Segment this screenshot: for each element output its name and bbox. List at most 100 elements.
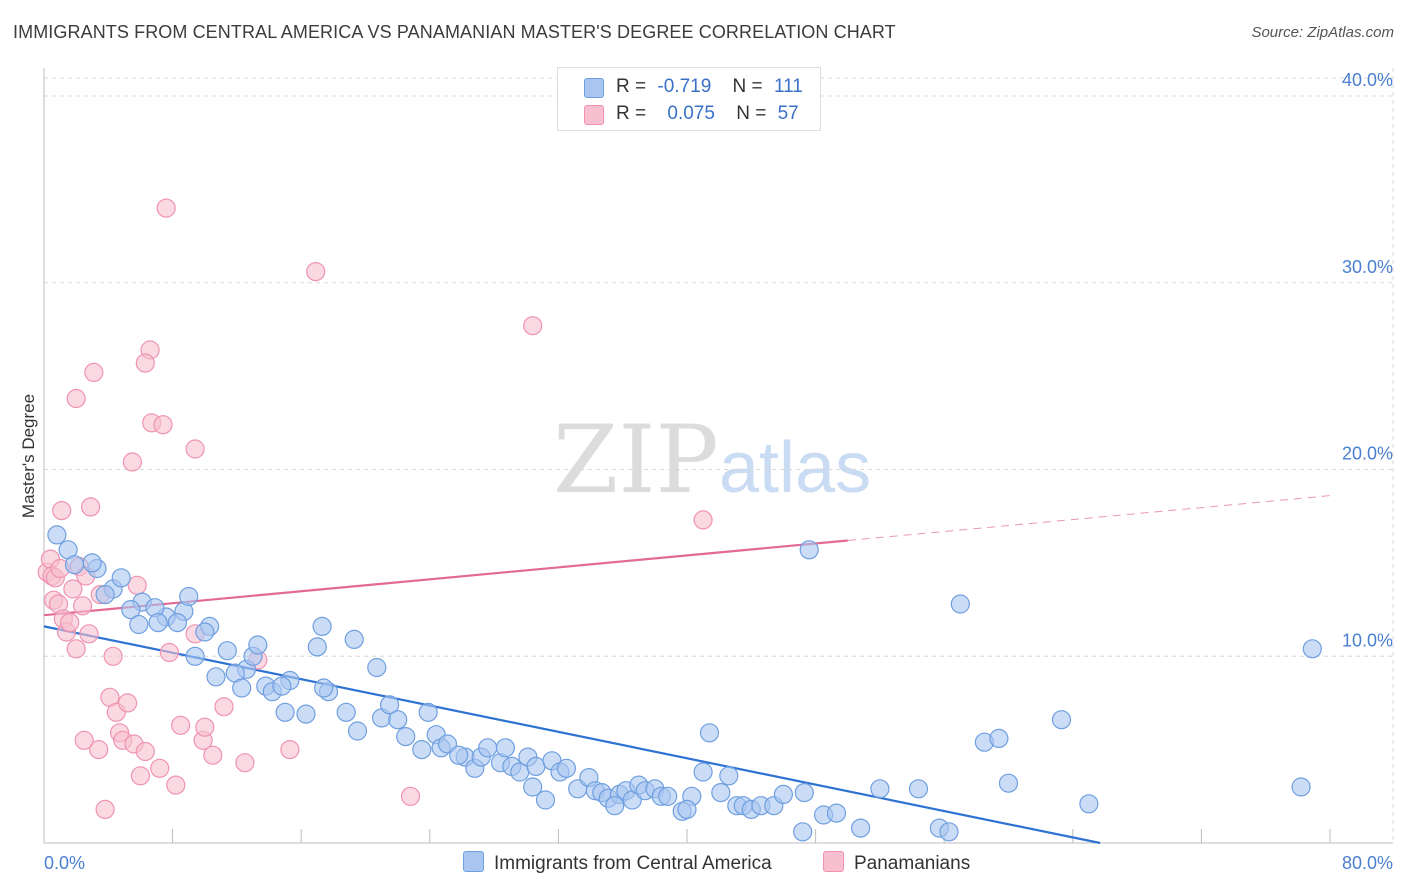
point-pink bbox=[117, 693, 138, 713]
point-blue bbox=[396, 726, 416, 747]
point-blue bbox=[314, 678, 334, 698]
point-blue bbox=[1302, 639, 1322, 659]
legend-n-label: N = bbox=[736, 103, 767, 124]
point-blue bbox=[272, 676, 292, 696]
blue-legend-swatch bbox=[463, 851, 484, 872]
point-blue bbox=[526, 756, 546, 777]
data-points bbox=[37, 198, 1322, 842]
point-blue bbox=[535, 790, 556, 810]
point-pink bbox=[156, 198, 176, 218]
point-blue bbox=[794, 782, 814, 803]
point-pink bbox=[84, 362, 104, 382]
point-pink bbox=[89, 739, 109, 760]
pink-swatch bbox=[584, 105, 604, 125]
point-blue bbox=[677, 799, 697, 820]
tick-labels: 10.0% 20.0% 30.0% 40.0% 0.0% 80.0% bbox=[44, 70, 1393, 873]
point-pink bbox=[159, 642, 179, 663]
series-legend-pink: Panamanians bbox=[823, 851, 970, 875]
point-pink bbox=[203, 745, 223, 765]
point-blue bbox=[121, 599, 141, 620]
point-blue bbox=[232, 678, 252, 698]
point-blue bbox=[989, 728, 1009, 749]
point-pink bbox=[171, 715, 191, 735]
point-blue bbox=[711, 782, 731, 803]
source-credit: Source: ZipAtlas.com bbox=[1251, 24, 1394, 41]
point-blue bbox=[799, 540, 819, 560]
x-tick-label-min: 0.0% bbox=[44, 853, 85, 873]
correlation-legend: R = -0.719 N = 111 R = 0.075 N = 57 bbox=[557, 67, 821, 131]
point-blue bbox=[312, 616, 332, 637]
legend-n-value-pink: 57 bbox=[777, 103, 799, 124]
point-blue bbox=[64, 555, 85, 575]
point-blue bbox=[111, 568, 131, 588]
point-pink bbox=[166, 775, 186, 795]
y-tick-label: 20.0% bbox=[1342, 444, 1393, 464]
series-pink-points bbox=[37, 198, 713, 820]
trend-line-pink bbox=[43, 539, 848, 617]
point-pink bbox=[79, 624, 99, 644]
point-pink bbox=[72, 596, 93, 616]
point-blue bbox=[870, 779, 890, 799]
point-pink bbox=[74, 730, 94, 750]
trend-lines bbox=[43, 495, 1331, 845]
point-blue bbox=[336, 702, 356, 722]
series-name-blue: Immigrants from Central America bbox=[494, 853, 772, 874]
point-blue bbox=[658, 786, 678, 806]
point-blue bbox=[605, 796, 625, 816]
point-blue bbox=[307, 637, 327, 657]
point-blue bbox=[719, 766, 739, 786]
point-blue bbox=[185, 646, 205, 666]
point-pink bbox=[60, 612, 80, 633]
legend-r-value-pink: 0.075 bbox=[667, 103, 715, 124]
point-pink bbox=[185, 439, 205, 459]
point-pink bbox=[150, 758, 170, 778]
point-pink bbox=[280, 739, 300, 760]
series-name-pink: Panamanians bbox=[854, 853, 971, 874]
y-tick-label: 10.0% bbox=[1342, 630, 1393, 650]
legend-r-label: R = bbox=[616, 103, 647, 124]
point-blue bbox=[418, 702, 438, 722]
point-blue bbox=[347, 721, 368, 741]
point-pink bbox=[693, 510, 713, 530]
axes bbox=[43, 68, 1393, 844]
point-pink bbox=[135, 353, 155, 373]
point-pink bbox=[66, 639, 86, 659]
point-blue bbox=[296, 704, 316, 724]
point-blue bbox=[248, 635, 268, 655]
point-pink bbox=[80, 497, 101, 517]
y-axis-title: Master's Degree bbox=[19, 394, 38, 518]
point-blue bbox=[367, 657, 387, 678]
point-pink bbox=[66, 388, 86, 409]
point-pink bbox=[153, 415, 173, 435]
point-pink bbox=[235, 753, 255, 773]
point-pink bbox=[130, 766, 150, 786]
blue-swatch bbox=[584, 78, 604, 98]
point-pink bbox=[214, 697, 234, 717]
pink-legend-swatch bbox=[823, 851, 844, 872]
chart-title: IMMIGRANTS FROM CENTRAL AMERICA VS PANAM… bbox=[13, 22, 896, 42]
point-pink bbox=[122, 452, 142, 472]
legend-r-label: R = bbox=[616, 76, 647, 97]
point-pink bbox=[95, 799, 115, 820]
point-blue bbox=[412, 739, 432, 760]
y-tick-label: 30.0% bbox=[1342, 257, 1393, 277]
watermark-atlas: atlas bbox=[719, 428, 871, 508]
trend-line-blue bbox=[43, 625, 1101, 845]
point-blue bbox=[388, 710, 408, 730]
point-blue bbox=[699, 723, 720, 743]
point-pink bbox=[52, 501, 72, 521]
point-blue bbox=[556, 758, 577, 778]
point-blue bbox=[179, 586, 199, 607]
point-blue bbox=[1051, 710, 1072, 730]
point-blue bbox=[826, 803, 847, 823]
point-blue bbox=[217, 641, 237, 661]
point-blue bbox=[939, 822, 959, 842]
point-blue bbox=[850, 818, 871, 838]
x-tick-label-max: 80.0% bbox=[1342, 853, 1393, 873]
point-blue bbox=[275, 702, 295, 722]
point-blue bbox=[95, 584, 115, 605]
series-blue-points bbox=[47, 525, 1322, 842]
legend-n-label: N = bbox=[732, 76, 763, 97]
legend-n-value-blue: 111 bbox=[773, 76, 803, 97]
